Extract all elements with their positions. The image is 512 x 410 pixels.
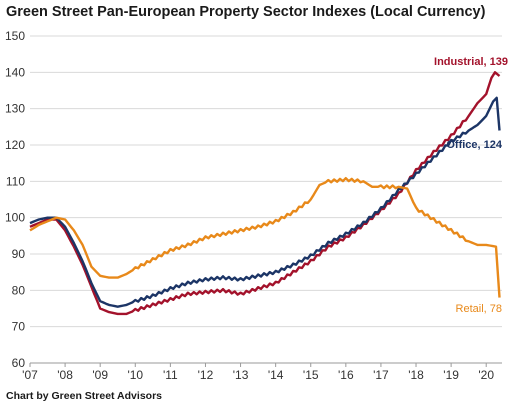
x-tick-label: '09 xyxy=(92,368,108,382)
x-tick-label: '12 xyxy=(198,368,214,382)
industrial-series-line xyxy=(29,71,501,316)
y-tick-label: 120 xyxy=(5,138,25,152)
x-tick-label: '18 xyxy=(408,368,424,382)
chart-source-footer: Chart by Green Street Advisors xyxy=(6,390,162,402)
gridlines xyxy=(30,35,502,364)
x-tick-label: '16 xyxy=(338,368,354,382)
x-tick-label: '17 xyxy=(373,368,389,382)
y-tick-label: 90 xyxy=(12,247,26,261)
y-tick-label: 140 xyxy=(5,65,25,79)
x-tick-label: '08 xyxy=(57,368,73,382)
y-tick-label: 100 xyxy=(5,211,25,225)
office-end-label: Office, 124 xyxy=(446,139,503,151)
end-labels: Industrial, 139 Office, 124 Retail, 78 xyxy=(434,56,508,315)
chart-title: Green Street Pan-European Property Secto… xyxy=(6,4,486,20)
x-tick-label: '19 xyxy=(443,368,459,382)
y-tick-label: 60 xyxy=(12,356,26,370)
y-tick-label: 80 xyxy=(12,283,26,297)
y-tick-label: 150 xyxy=(5,29,25,43)
x-tick-label: '07 xyxy=(22,368,38,382)
office-series-line xyxy=(29,96,501,308)
x-tick-label: '10 xyxy=(127,368,143,382)
x-tick-label: '20 xyxy=(478,368,494,382)
series-lines xyxy=(29,71,501,316)
x-tick-label: '13 xyxy=(233,368,249,382)
x-tick-label: '14 xyxy=(268,368,284,382)
x-tick-label: '11 xyxy=(163,368,178,382)
industrial-end-label: Industrial, 139 xyxy=(434,56,508,68)
retail-end-label: Retail, 78 xyxy=(456,303,502,315)
retail-series-line xyxy=(29,176,501,298)
axes: 60 70 80 90 100 110 120 130 140 150 '07 '08 '09 '10 '1… xyxy=(5,29,502,382)
y-tick-label: 70 xyxy=(12,320,26,334)
y-tick-label: 130 xyxy=(5,102,25,116)
x-tick-label: '15 xyxy=(303,368,319,382)
y-tick-label: 110 xyxy=(6,174,25,188)
